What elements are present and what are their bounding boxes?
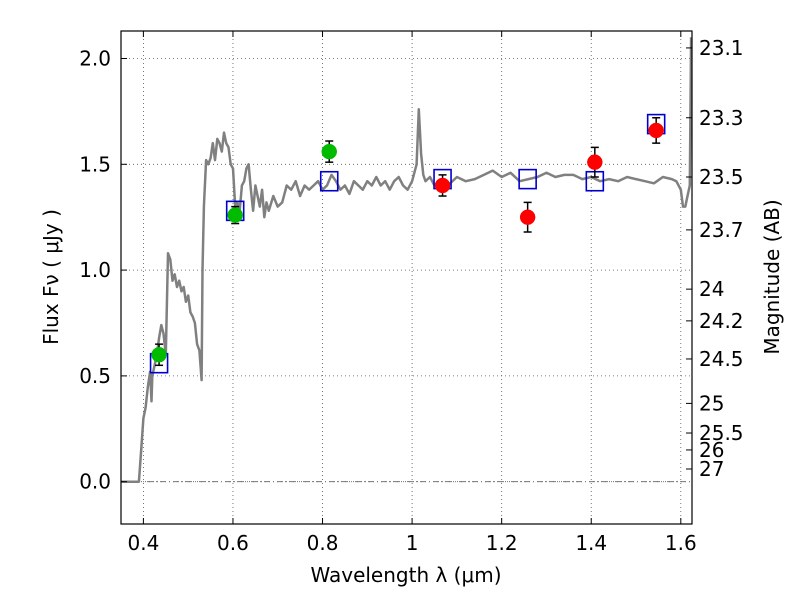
photometry-point <box>587 154 603 170</box>
x-tick-label: 0.4 <box>127 531 159 555</box>
y-tick-label: 0.0 <box>79 470 111 494</box>
plot-area <box>121 37 693 483</box>
synthetic-flux-square <box>319 170 339 192</box>
magnitude-tick-label: 25.5 <box>699 421 744 445</box>
y-tick-label: 2.0 <box>79 47 111 71</box>
sed-model-line <box>121 37 693 483</box>
photometry-point <box>519 209 536 225</box>
synthetic-flux-square <box>518 168 537 190</box>
right-y-axis-label: Magnitude (AB) <box>760 199 784 354</box>
photometry-point <box>648 122 664 139</box>
x-tick-label: 1.2 <box>486 531 518 555</box>
x-tick-label: 0.8 <box>307 531 339 555</box>
photometry-point <box>321 143 337 160</box>
magnitude-tick-label: 25 <box>699 391 724 415</box>
magnitude-tick-label: 24.5 <box>699 347 744 371</box>
photometry-point <box>151 346 167 363</box>
y-tick-label: 1.0 <box>79 258 111 282</box>
plot-frame <box>120 30 693 525</box>
magnitude-tick-label: 27 <box>699 457 724 481</box>
magnitude-tick-label: 24.2 <box>699 309 744 333</box>
axis-ticks: 0.4 0.6 0.8 1 1.2 1.4 1.6 0.0 0.5 1.0 1.5 2.0 23.1 23… <box>79 31 744 555</box>
photometry-point <box>434 177 451 194</box>
x-tick-label: 1 <box>406 531 419 555</box>
x-axis-label: Wavelength λ (μm) <box>310 563 501 587</box>
x-tick-label: 0.6 <box>217 531 249 555</box>
y-tick-label: 1.5 <box>79 152 111 176</box>
magnitude-tick-label: 26 <box>699 438 724 462</box>
y-axis-label: Flux Fν ( μJy ) <box>39 209 63 345</box>
magnitude-tick-label: 24 <box>699 277 724 301</box>
photometry-point <box>227 207 243 223</box>
magnitude-tick-label: 23.1 <box>699 36 744 60</box>
magnitude-tick-label: 23.3 <box>699 106 744 130</box>
x-tick-label: 1.4 <box>575 531 607 555</box>
y-tick-label: 0.5 <box>79 364 111 388</box>
magnitude-tick-label: 23.7 <box>699 218 744 242</box>
magnitude-tick-label: 23.5 <box>699 165 744 189</box>
x-tick-label: 1.6 <box>665 531 697 555</box>
